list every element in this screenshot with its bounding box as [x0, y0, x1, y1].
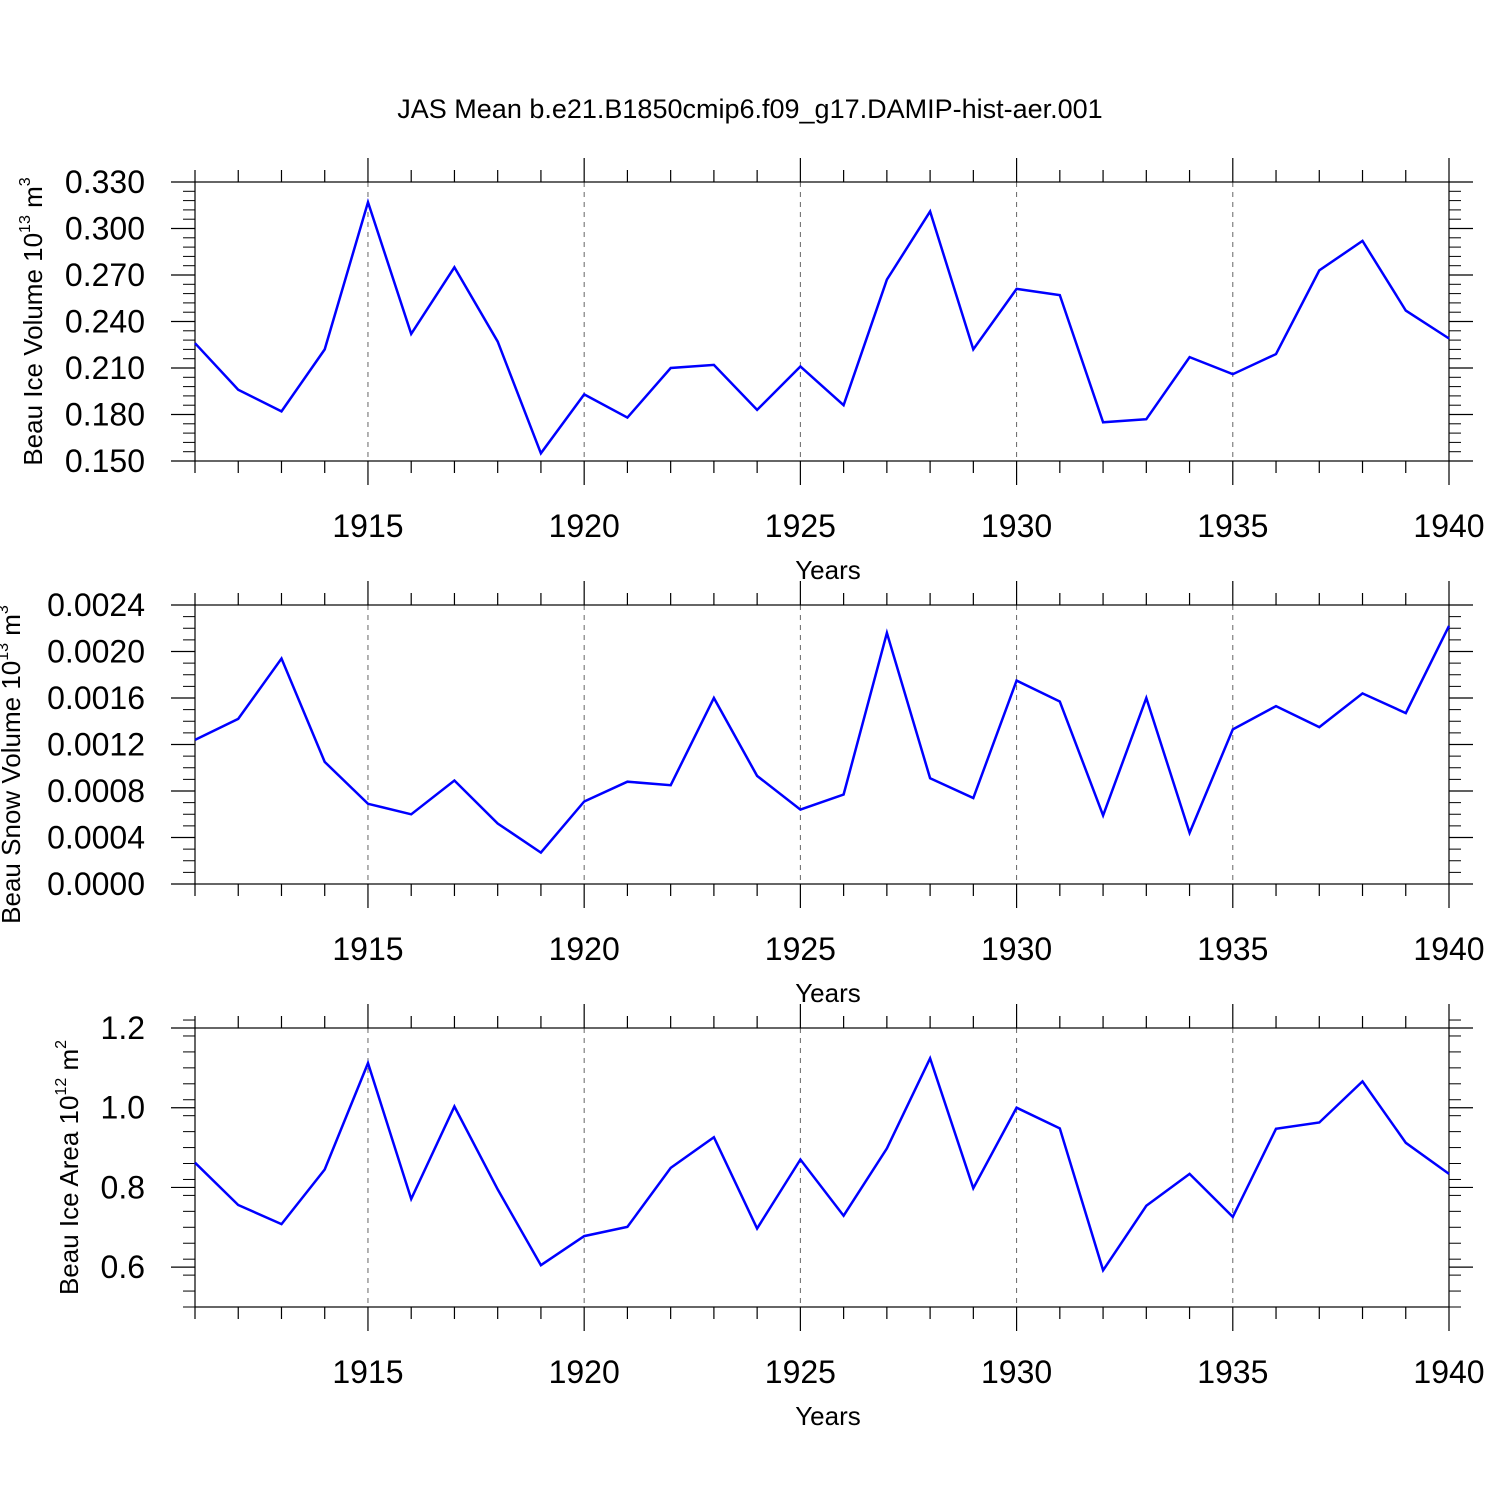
y-axis-label-exponent: 12	[53, 1078, 70, 1096]
x-tick-label: 1930	[981, 508, 1052, 544]
y-tick-label: 0.210	[65, 350, 145, 386]
y-axis-label-text: Beau Ice Area 10	[54, 1096, 84, 1295]
y-tick-label: 1.2	[101, 1010, 145, 1046]
y-tick-label: 0.0000	[47, 866, 145, 902]
x-tick-label: 1940	[1413, 931, 1484, 967]
y-axis-label-text: Beau Ice Volume 10	[18, 233, 48, 466]
y-tick-label: 0.300	[65, 211, 145, 247]
x-tick-label: 1935	[1197, 508, 1268, 544]
series-line-snow-volume	[194, 625, 1451, 855]
chart-title: JAS Mean b.e21.B1850cmip6.f09_g17.DAMIP-…	[397, 94, 1102, 124]
y-tick-label: 0.6	[101, 1249, 145, 1285]
y-axis-label-unit: m	[0, 614, 26, 643]
panel-snow-volume: 1915 1920 1925 1930 1935 1940 Years 0.0000 0.000…	[0, 581, 1485, 1008]
y-axis-label-text: Beau Snow Volume 10	[0, 661, 26, 924]
y-axis-label-exponent: 13	[0, 643, 12, 661]
x-tick-label: 1915	[332, 508, 403, 544]
y-tick-label: 0.150	[65, 443, 145, 479]
y-tick-label: 0.0012	[47, 727, 145, 763]
plot-frame	[194, 1027, 1450, 1308]
x-axis-label: Years	[795, 1401, 861, 1431]
y-axis-label-unit-exponent: 3	[0, 605, 12, 614]
plot-frame	[194, 181, 1450, 462]
y-tick-label: 0.0020	[47, 634, 145, 670]
x-tick-label: 1935	[1197, 1354, 1268, 1390]
plot-frame	[194, 604, 1450, 885]
y-tick-label: 0.330	[65, 164, 145, 200]
panel-ice-volume: 1915 1920 1925 1930 1935 1940 Years 0.150 0.180 0…	[17, 158, 1485, 585]
series-line-ice-area	[194, 1054, 1450, 1274]
y-axis-label-unit: m	[18, 186, 48, 215]
y-axis-label: Beau Snow Volume 1013 m3	[0, 605, 26, 924]
x-tick-label: 1935	[1197, 931, 1268, 967]
y-tick-label: 0.180	[65, 397, 145, 433]
y-axis-label-unit: m	[54, 1049, 84, 1078]
series-line-ice-volume	[194, 197, 1450, 456]
y-axis-label: Beau Ice Volume 1013 m3	[17, 177, 48, 465]
x-tick-label: 1920	[549, 931, 620, 967]
x-tick-label: 1940	[1413, 1354, 1484, 1390]
y-axis-label-unit-exponent: 2	[53, 1040, 70, 1049]
x-tick-label: 1915	[332, 931, 403, 967]
panel-ice-area: 1915 1920 1925 1930 1935 1940 Years 0.6 0.8 1.0 1.…	[53, 1004, 1485, 1431]
y-tick-label: 0.270	[65, 257, 145, 293]
y-tick-label: 0.0008	[47, 773, 145, 809]
x-tick-label: 1940	[1413, 508, 1484, 544]
y-tick-label: 0.240	[65, 304, 145, 340]
x-axis-label: Years	[795, 555, 861, 585]
y-tick-label: 0.8	[101, 1169, 145, 1205]
x-tick-label: 1915	[332, 1354, 403, 1390]
y-axis-label-unit-exponent: 3	[17, 177, 34, 186]
y-tick-label: 0.0016	[47, 680, 145, 716]
y-tick-label: 0.0024	[47, 587, 145, 623]
y-tick-label: 0.0004	[47, 820, 145, 856]
y-tick-label: 1.0	[101, 1090, 145, 1126]
x-tick-label: 1925	[765, 1354, 836, 1390]
y-axis-label: Beau Ice Area 1012 m2	[53, 1040, 84, 1295]
x-tick-label: 1920	[549, 1354, 620, 1390]
x-tick-label: 1925	[765, 931, 836, 967]
x-axis-label: Years	[795, 978, 861, 1008]
x-tick-label: 1930	[981, 931, 1052, 967]
x-tick-label: 1925	[765, 508, 836, 544]
x-tick-label: 1930	[981, 1354, 1052, 1390]
x-tick-label: 1920	[549, 508, 620, 544]
y-axis-label-exponent: 13	[17, 215, 34, 233]
